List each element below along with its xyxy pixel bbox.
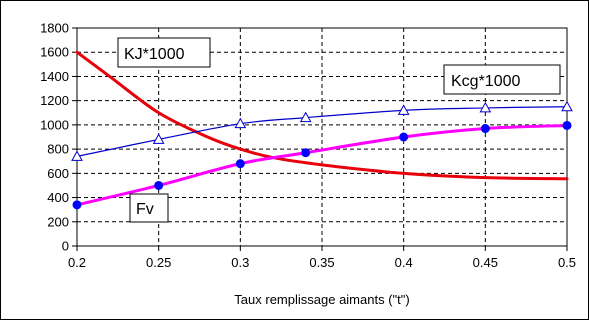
data-point-kcg [299,111,312,123]
data-point-kcg [152,133,165,144]
series-label-fv: Fv [136,201,154,218]
y-tick-label: 1400 [40,69,69,84]
x-tick-label: 0.3 [231,255,249,270]
data-point-kcg [71,150,83,161]
x-tick-label: 0.35 [309,255,334,270]
data-point-fv [154,180,164,190]
data-point-fv [72,200,82,210]
series-label-kcg: Kcg*1000 [451,73,520,90]
y-tick-label: 1000 [40,117,69,132]
data-point-kcg [561,100,573,112]
y-tick-label: 400 [47,190,69,205]
y-tick-label: 200 [47,214,69,229]
x-tick-label: 0.45 [473,255,498,270]
x-tick-label: 0.5 [558,255,576,270]
y-axis-ticks: 0 200 400 600 800 1000 1200 1400 1600 1800 [40,21,77,254]
data-point-fv [235,159,245,169]
x-axis-ticks: 0.2 0.25 0.3 0.35 0.4 0.45 0.5 [68,246,576,270]
data-point-kcg [234,117,247,129]
y-tick-label: 0 [62,239,69,254]
series-label-box-kj [117,37,211,68]
y-tick-label: 600 [47,166,69,181]
y-tick-label: 800 [47,142,69,157]
series-label-box-fv [129,193,169,223]
y-tick-label: 1800 [40,21,69,36]
data-point-fv [399,132,409,142]
y-tick-label: 1200 [40,93,69,108]
x-tick-label: 0.2 [68,255,86,270]
x-tick-label: 0.25 [146,255,171,270]
data-point-fv [301,148,311,158]
x-axis-label: Taux remplissage aimants ("t") [234,292,409,307]
series-label-kj: KJ*1000 [124,46,185,63]
data-point-kcg [397,104,410,115]
series-labels: KJ*1000 Kcg*1000 Fv [117,37,561,223]
y-tick-label: 1600 [40,45,69,60]
data-point-fv [562,120,572,130]
series-line-kj [75,50,569,181]
series-label-box-kcg [443,64,561,95]
x-tick-label: 0.4 [395,255,413,270]
data-point-fv [480,124,490,134]
series-markers [71,100,573,210]
data-point-kcg [479,101,492,113]
